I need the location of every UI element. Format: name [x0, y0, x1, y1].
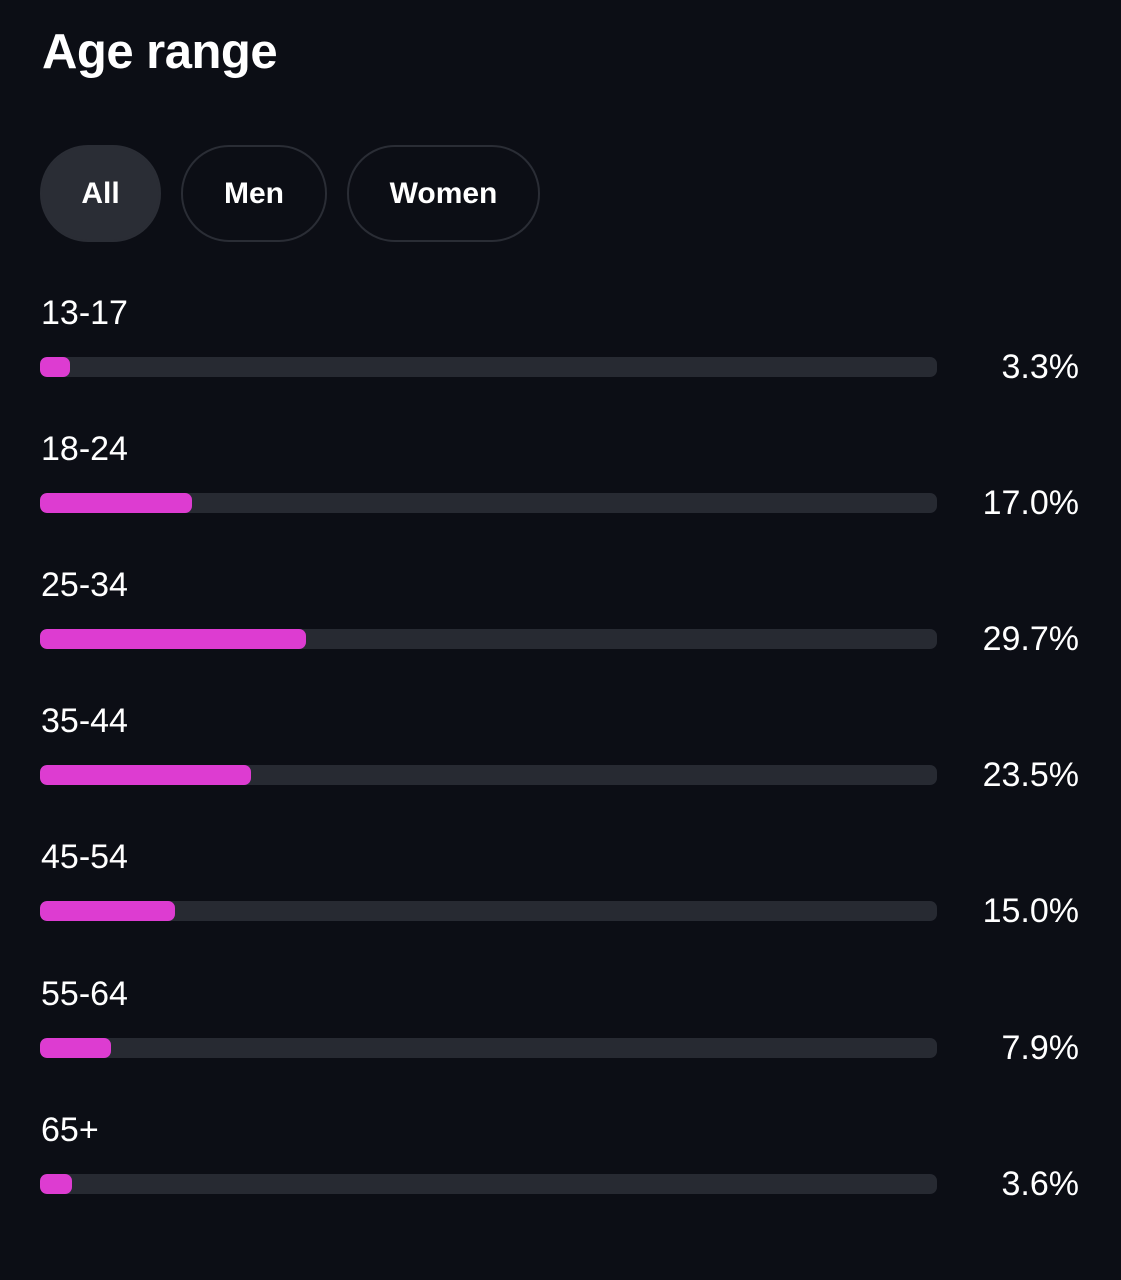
age-row-35-44: 35-44 23.5% [0, 701, 1121, 821]
bar-fill [40, 765, 251, 785]
age-label: 13-17 [41, 294, 128, 332]
filter-all-button[interactable]: All [40, 145, 161, 242]
page-title: Age range [42, 25, 278, 79]
percent-value: 17.0% [982, 484, 1079, 522]
percent-value: 15.0% [982, 892, 1079, 930]
bar-track [40, 629, 937, 649]
filter-women-button[interactable]: Women [347, 145, 540, 242]
filter-men-button[interactable]: Men [181, 145, 327, 242]
bar-fill [40, 493, 193, 513]
bar-track [40, 1038, 937, 1058]
age-label: 35-44 [41, 702, 128, 740]
percent-value: 3.3% [1001, 348, 1080, 386]
age-row-55-64: 55-64 7.9% [0, 974, 1121, 1094]
age-label: 18-24 [41, 430, 128, 468]
bar-track [40, 1174, 937, 1194]
percent-value: 23.5% [982, 756, 1079, 794]
percent-value: 7.9% [1001, 1029, 1080, 1067]
age-row-65-plus: 65+ 3.6% [0, 1110, 1121, 1230]
gender-filter-group: All Men Women [40, 145, 540, 242]
bar-fill [40, 1038, 111, 1058]
bar-track [40, 493, 937, 513]
bar-track [40, 357, 937, 377]
age-row-18-24: 18-24 17.0% [0, 429, 1121, 549]
bar-track [40, 901, 937, 921]
age-label: 25-34 [41, 566, 128, 604]
age-label: 65+ [41, 1111, 99, 1149]
percent-value: 3.6% [1001, 1165, 1080, 1203]
age-label: 55-64 [41, 975, 128, 1013]
bar-track [40, 765, 937, 785]
age-label: 45-54 [41, 838, 128, 876]
bar-fill [40, 1174, 73, 1194]
age-row-13-17: 13-17 3.3% [0, 293, 1121, 413]
bar-fill [40, 901, 175, 921]
age-row-45-54: 45-54 15.0% [0, 837, 1121, 957]
percent-value: 29.7% [982, 620, 1079, 658]
bar-fill [40, 357, 70, 377]
bar-fill [40, 629, 307, 649]
age-row-25-34: 25-34 29.7% [0, 565, 1121, 685]
